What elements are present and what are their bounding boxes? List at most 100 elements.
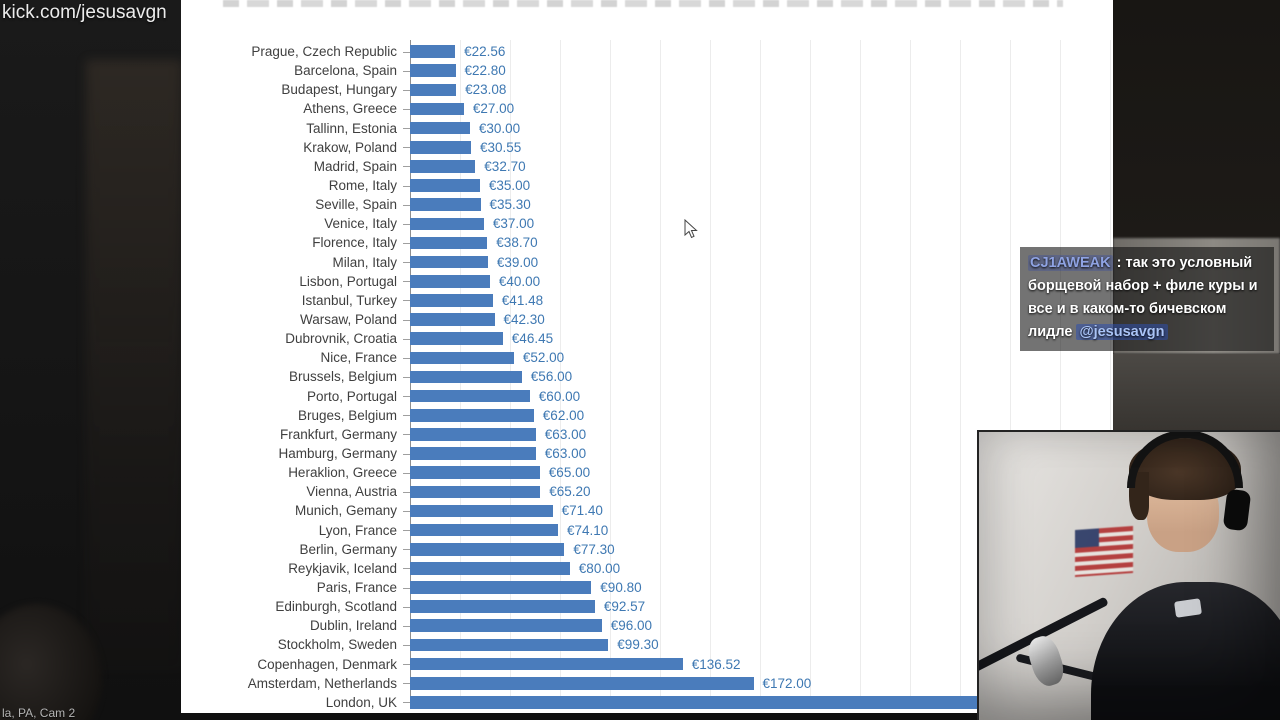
row-city-label: Copenhagen, Denmark	[257, 656, 397, 672]
value-label: €92.57	[603, 599, 646, 615]
value-bar	[410, 236, 488, 250]
value-label: €40.00	[498, 273, 541, 289]
value-label: €74.10	[567, 522, 609, 538]
axis-tick	[403, 281, 410, 283]
value-bar	[410, 542, 565, 556]
value-bar	[410, 600, 595, 613]
row-city-label: Munich, Gemany	[294, 503, 397, 519]
chart-row: Barcelona, Spain €22.80	[181, 61, 1113, 80]
value-label: €63.00	[544, 446, 587, 462]
row-city-label: Paris, France	[316, 580, 397, 595]
value-bar	[410, 351, 514, 365]
chart-row: Heraklion, Greece €65.00	[181, 463, 1113, 482]
value-label: €62.00	[542, 407, 585, 423]
webcam-vignette	[979, 432, 1280, 720]
value-bar	[410, 466, 540, 479]
chart-row: Amsterdam, Netherlands €172.00	[181, 674, 1113, 693]
value-bar	[410, 140, 471, 154]
value-bar	[410, 370, 522, 384]
row-city-label: Dublin, Ireland	[309, 618, 397, 634]
value-label: €46.45	[511, 331, 554, 347]
chart-row: Warsaw, Poland €42.30	[181, 310, 1113, 329]
chart-row: Dublin, Ireland €96.00	[181, 616, 1113, 635]
value-label: €32.70	[484, 158, 526, 174]
chart-row: Florence, Italy €38.70	[181, 233, 1113, 252]
value-bar	[410, 581, 592, 594]
value-bar	[410, 160, 476, 173]
row-city-label: Milan, Italy	[332, 254, 397, 270]
row-city-label: Stockholm, Sweden	[277, 637, 397, 653]
value-label: €71.40	[561, 503, 603, 519]
value-label: €39.00	[496, 254, 539, 270]
chart-row: Nice, France €52.00	[181, 348, 1113, 367]
axis-tick	[403, 70, 410, 72]
row-city-label: Lisbon, Portugal	[299, 273, 397, 289]
background-blur-left	[86, 60, 182, 670]
value-label: €77.30	[573, 541, 615, 557]
value-bar	[410, 638, 609, 652]
value-bar	[410, 485, 541, 499]
value-label: €30.00	[478, 120, 521, 136]
chart-row: Reykjavik, Iceland €80.00	[181, 559, 1113, 578]
row-city-label: Vienna, Austria	[306, 484, 397, 500]
value-bar	[410, 255, 488, 269]
axis-tick	[403, 530, 410, 532]
row-city-label: Florence, Italy	[312, 235, 397, 251]
value-label: €90.80	[600, 580, 642, 595]
chart-row: Budapest, Hungary €23.08	[181, 80, 1113, 99]
axis-tick	[403, 415, 410, 417]
chart-row: Paris, France €90.80	[181, 578, 1113, 597]
axis-tick	[403, 434, 410, 436]
background-right-top	[1113, 0, 1280, 238]
row-city-label: Venice, Italy	[324, 216, 397, 232]
value-bar	[410, 562, 570, 575]
value-label: €23.08	[465, 82, 507, 98]
axis-tick	[403, 587, 410, 589]
value-bar	[410, 313, 495, 326]
row-city-label: Madrid, Spain	[313, 158, 397, 174]
axis-tick	[403, 319, 410, 321]
value-label: €60.00	[538, 388, 581, 404]
chart-row: Seville, Spain €35.30	[181, 195, 1113, 214]
axis-tick	[403, 204, 410, 206]
axis-tick	[403, 242, 410, 244]
row-city-label: Barcelona, Spain	[294, 63, 397, 79]
value-label: €63.00	[544, 426, 587, 442]
chart-row: Stockholm, Sweden €99.30	[181, 635, 1113, 654]
chart-row: Frankfurt, Germany €63.00	[181, 425, 1113, 444]
value-label: €136.52	[691, 656, 741, 672]
row-city-label: Bruges, Belgium	[297, 407, 397, 423]
chart-row: Dubrovnik, Croatia €46.45	[181, 329, 1113, 348]
axis-tick	[403, 108, 410, 110]
value-bar	[410, 217, 484, 231]
row-city-label: Krakow, Poland	[303, 139, 397, 155]
axis-tick	[403, 664, 410, 666]
row-city-label: Prague, Czech Republic	[251, 44, 397, 60]
value-label: €37.00	[492, 216, 535, 232]
axis-tick	[403, 683, 410, 685]
mouse-cursor-icon	[684, 219, 698, 239]
axis-tick	[403, 625, 410, 627]
value-label: €30.55	[480, 139, 522, 155]
value-label: €99.30	[617, 637, 659, 653]
value-label: €35.00	[488, 178, 531, 194]
axis-tick	[403, 472, 410, 474]
axis-tick	[403, 300, 410, 302]
value-bar	[410, 64, 456, 77]
value-bar	[410, 676, 754, 690]
value-bar	[410, 389, 530, 403]
row-city-label: Brussels, Belgium	[288, 369, 397, 385]
chart-row: Edinburgh, Scotland €92.57	[181, 597, 1113, 616]
chat-mention: @jesusavgn	[1076, 324, 1168, 340]
chart-rows: Prague, Czech Republic €22.56 Barcelona, S…	[181, 42, 1113, 712]
chart-row: Bruges, Belgium €62.00	[181, 406, 1113, 425]
chart-row: Madrid, Spain €32.70	[181, 157, 1113, 176]
axis-tick	[403, 51, 410, 53]
value-bar	[410, 523, 558, 537]
axis-tick	[403, 166, 410, 168]
value-bar	[410, 619, 602, 633]
row-city-label: Nice, France	[320, 350, 397, 366]
value-label: €65.20	[549, 484, 591, 500]
row-city-label: Warsaw, Poland	[299, 312, 397, 328]
scene-label-partial: la, PA, Cam 2	[2, 706, 76, 720]
